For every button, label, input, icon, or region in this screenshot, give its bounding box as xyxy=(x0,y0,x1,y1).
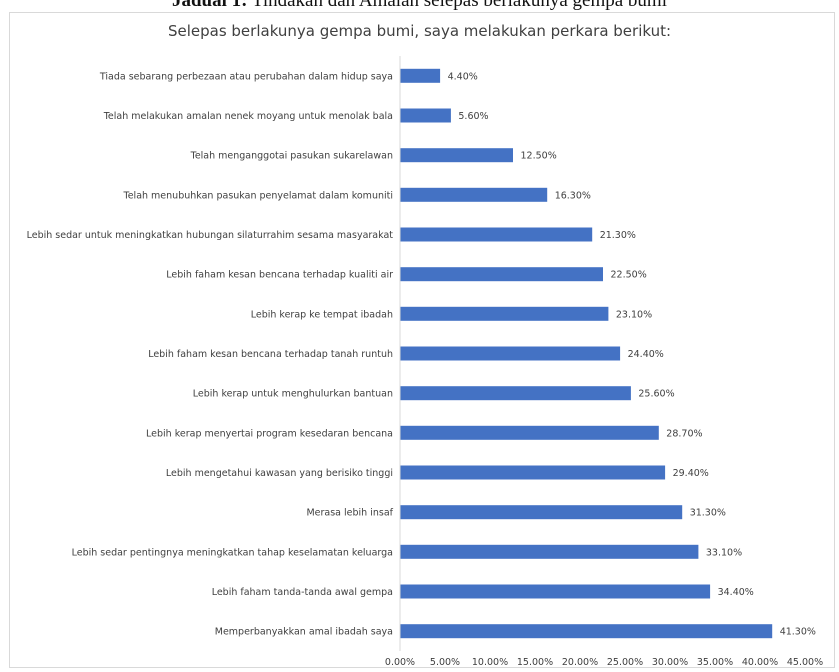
x-tick-label: 25.00% xyxy=(607,657,643,668)
chart-title: Selepas berlakunya gempa bumi, saya mela… xyxy=(167,22,672,40)
category-label: Merasa lebih insaf xyxy=(306,508,393,519)
category-label: Lebih kerap ke tempat ibadah xyxy=(251,309,393,320)
category-label: Lebih kerap menyertai program kesedaran … xyxy=(146,428,393,439)
bar xyxy=(400,544,699,559)
table-heading: Jadual 1: Tindakan dan Amalan selepas be… xyxy=(0,0,839,11)
bar xyxy=(400,267,603,282)
bar xyxy=(400,108,451,123)
x-tick-label: 0.00% xyxy=(385,657,415,668)
category-label: Lebih faham tanda-tanda awal gempa xyxy=(212,587,393,598)
bar xyxy=(400,187,548,202)
bar xyxy=(400,306,609,321)
table-heading-prefix: Jadual 1: xyxy=(171,0,248,11)
x-tick-label: 10.00% xyxy=(472,657,508,668)
data-label: 22.50% xyxy=(611,270,647,281)
x-tick-label: 30.00% xyxy=(652,657,688,668)
data-label: 4.40% xyxy=(448,71,478,82)
bar xyxy=(400,68,441,83)
bar xyxy=(400,386,631,401)
bar xyxy=(400,425,659,440)
data-label: 24.40% xyxy=(628,349,664,360)
data-label: 21.30% xyxy=(600,230,636,241)
bar xyxy=(400,346,621,361)
x-tick-label: 15.00% xyxy=(517,657,553,668)
category-label: Lebih mengetahui kawasan yang berisiko t… xyxy=(166,468,393,479)
data-label: 23.10% xyxy=(616,309,652,320)
data-label: 12.50% xyxy=(521,151,557,162)
category-label: Lebih sedar pentingnya meningkatkan taha… xyxy=(72,547,393,558)
data-label: 5.60% xyxy=(458,111,488,122)
plot-area: Tiada sebarang perbezaan atau perubahan … xyxy=(27,56,823,668)
bar xyxy=(400,624,773,639)
bar xyxy=(400,465,666,480)
bar xyxy=(400,227,593,242)
data-label: 16.30% xyxy=(555,190,591,201)
category-label: Telah melakukan amalan nenek moyang untu… xyxy=(103,111,393,122)
x-tick-label: 40.00% xyxy=(742,657,778,668)
category-label: Telah menganggotai pasukan sukarelawan xyxy=(190,151,393,162)
x-tick-label: 5.00% xyxy=(430,657,460,668)
data-label: 25.60% xyxy=(638,389,674,400)
bar xyxy=(400,505,683,520)
x-tick-label: 35.00% xyxy=(697,657,733,668)
data-label: 28.70% xyxy=(666,428,702,439)
category-label: Telah menubuhkan pasukan penyelamat dala… xyxy=(123,190,393,201)
data-label: 31.30% xyxy=(690,508,726,519)
category-label: Lebih faham kesan bencana terhadap kuali… xyxy=(166,270,393,281)
category-label: Tiada sebarang perbezaan atau perubahan … xyxy=(99,71,393,82)
category-label: Lebih faham kesan bencana terhadap tanah… xyxy=(148,349,393,360)
data-label: 41.30% xyxy=(780,627,816,638)
data-label: 29.40% xyxy=(673,468,709,479)
bar xyxy=(400,148,513,163)
category-label: Lebih kerap untuk menghulurkan bantuan xyxy=(193,389,393,400)
data-label: 34.40% xyxy=(718,587,754,598)
x-tick-label: 45.00% xyxy=(787,657,823,668)
table-heading-text: Tindakan dan Amalan selepas berlakunya g… xyxy=(251,0,667,11)
data-label: 33.10% xyxy=(706,547,742,558)
bar xyxy=(400,584,711,599)
category-label: Lebih sedar untuk meningkatkan hubungan … xyxy=(27,230,394,241)
category-label: Memperbanyakkan amal ibadah saya xyxy=(215,627,393,638)
x-tick-label: 20.00% xyxy=(562,657,598,668)
